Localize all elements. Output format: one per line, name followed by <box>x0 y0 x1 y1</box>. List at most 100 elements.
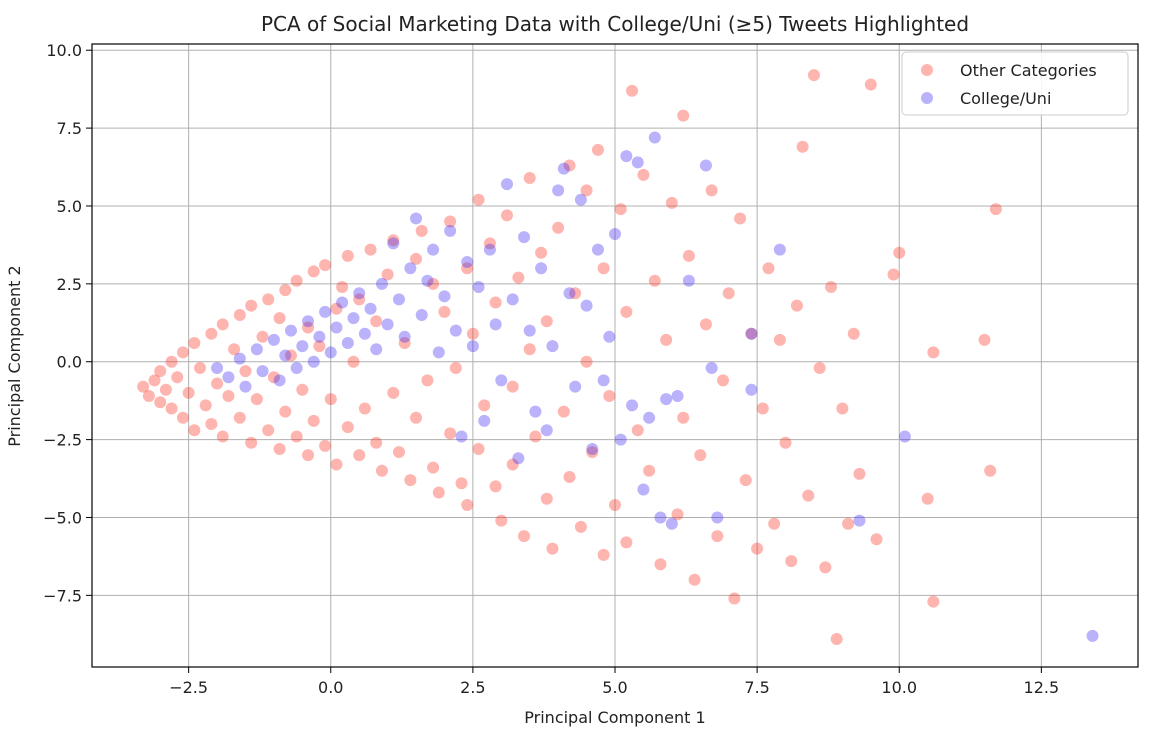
data-point-other-categories <box>705 184 718 197</box>
data-point-other-categories <box>523 343 536 356</box>
data-point-college-uni <box>853 514 866 527</box>
data-point-other-categories <box>404 474 417 487</box>
data-point-college-uni <box>375 277 388 290</box>
data-point-other-categories <box>353 293 366 306</box>
data-point-college-uni <box>665 517 678 530</box>
x-tick-label: 7.5 <box>744 678 769 697</box>
data-point-other-categories <box>853 467 866 480</box>
data-point-other-categories <box>165 402 178 415</box>
data-point-college-uni <box>682 274 695 287</box>
data-point-other-categories <box>415 224 428 237</box>
data-point-other-categories <box>137 380 150 393</box>
data-point-other-categories <box>233 309 246 322</box>
data-point-other-categories <box>807 69 820 82</box>
x-tick-label: 5.0 <box>602 678 627 697</box>
data-point-other-categories <box>796 140 809 153</box>
data-point-other-categories <box>370 315 383 328</box>
data-point-other-categories <box>586 446 599 459</box>
data-point-other-categories <box>682 249 695 262</box>
data-point-college-uni <box>540 424 553 437</box>
data-point-other-categories <box>643 464 656 477</box>
data-point-college-uni <box>529 405 542 418</box>
data-point-other-categories <box>444 427 457 440</box>
data-point-college-uni <box>631 156 644 169</box>
data-point-other-categories <box>273 442 286 455</box>
data-point-other-categories <box>461 262 474 275</box>
data-point-other-categories <box>284 349 297 362</box>
data-point-other-categories <box>319 259 332 272</box>
data-point-other-categories <box>591 143 604 156</box>
data-point-other-categories <box>205 327 218 340</box>
data-point-college-uni <box>444 224 457 237</box>
data-point-other-categories <box>398 337 411 350</box>
data-point-other-categories <box>302 321 315 334</box>
data-point-college-uni <box>233 352 246 365</box>
data-point-other-categories <box>500 209 513 222</box>
data-point-college-uni <box>648 131 661 144</box>
data-point-college-uni <box>273 374 286 387</box>
data-point-other-categories <box>375 464 388 477</box>
data-point-other-categories <box>341 421 354 434</box>
data-point-college-uni <box>523 324 536 337</box>
data-point-college-uni <box>313 330 326 343</box>
data-point-other-categories <box>245 436 258 449</box>
data-point-other-categories <box>989 203 1002 216</box>
data-point-other-categories <box>734 212 747 225</box>
data-point-other-categories <box>546 542 559 555</box>
data-point-college-uni <box>341 337 354 350</box>
data-point-other-categories <box>216 318 229 331</box>
y-tick-label: 2.5 <box>57 275 82 294</box>
data-point-other-categories <box>847 327 860 340</box>
data-point-other-categories <box>466 327 479 340</box>
data-point-other-categories <box>438 305 451 318</box>
scatter-points <box>137 69 1099 645</box>
data-point-other-categories <box>603 389 616 402</box>
data-point-other-categories <box>290 274 303 287</box>
data-point-other-categories <box>677 411 690 424</box>
data-point-college-uni <box>404 262 417 275</box>
x-tick-label: 0.0 <box>318 678 343 697</box>
data-point-college-uni <box>518 231 531 244</box>
data-point-other-categories <box>506 458 519 471</box>
data-point-other-categories <box>620 305 633 318</box>
data-point-college-uni <box>284 324 297 337</box>
data-point-college-uni <box>239 380 252 393</box>
data-point-college-uni <box>773 243 786 256</box>
data-point-college-uni <box>336 296 349 309</box>
data-point-other-categories <box>313 340 326 353</box>
data-point-other-categories <box>165 355 178 368</box>
data-point-college-uni <box>256 365 269 378</box>
data-point-other-categories <box>478 399 491 412</box>
data-point-other-categories <box>739 474 752 487</box>
data-point-other-categories <box>523 171 536 184</box>
data-point-other-categories <box>142 389 155 402</box>
data-point-other-categories <box>813 361 826 374</box>
data-point-college-uni <box>643 411 656 424</box>
data-point-other-categories <box>267 371 280 384</box>
data-point-college-uni <box>324 346 337 359</box>
data-point-college-uni <box>586 442 599 455</box>
data-point-other-categories <box>694 449 707 462</box>
data-point-other-categories <box>341 249 354 262</box>
data-point-other-categories <box>819 561 832 574</box>
data-point-college-uni <box>626 399 639 412</box>
data-point-other-categories <box>392 446 405 459</box>
y-tick-label: 0.0 <box>57 353 82 372</box>
data-point-other-categories <box>324 393 337 406</box>
data-point-college-uni <box>705 361 718 374</box>
data-point-college-uni <box>506 293 519 306</box>
data-point-other-categories <box>319 439 332 452</box>
y-tick-label: −7.5 <box>43 586 82 605</box>
data-point-other-categories <box>762 262 775 275</box>
y-tick-label: 5.0 <box>57 197 82 216</box>
data-point-other-categories <box>410 411 423 424</box>
data-point-other-categories <box>830 632 843 645</box>
data-point-other-categories <box>785 555 798 568</box>
y-tick-label: 7.5 <box>57 119 82 138</box>
data-point-other-categories <box>148 374 161 387</box>
data-point-other-categories <box>836 402 849 415</box>
data-point-other-categories <box>751 542 764 555</box>
data-point-college-uni <box>410 212 423 225</box>
data-point-other-categories <box>159 383 172 396</box>
